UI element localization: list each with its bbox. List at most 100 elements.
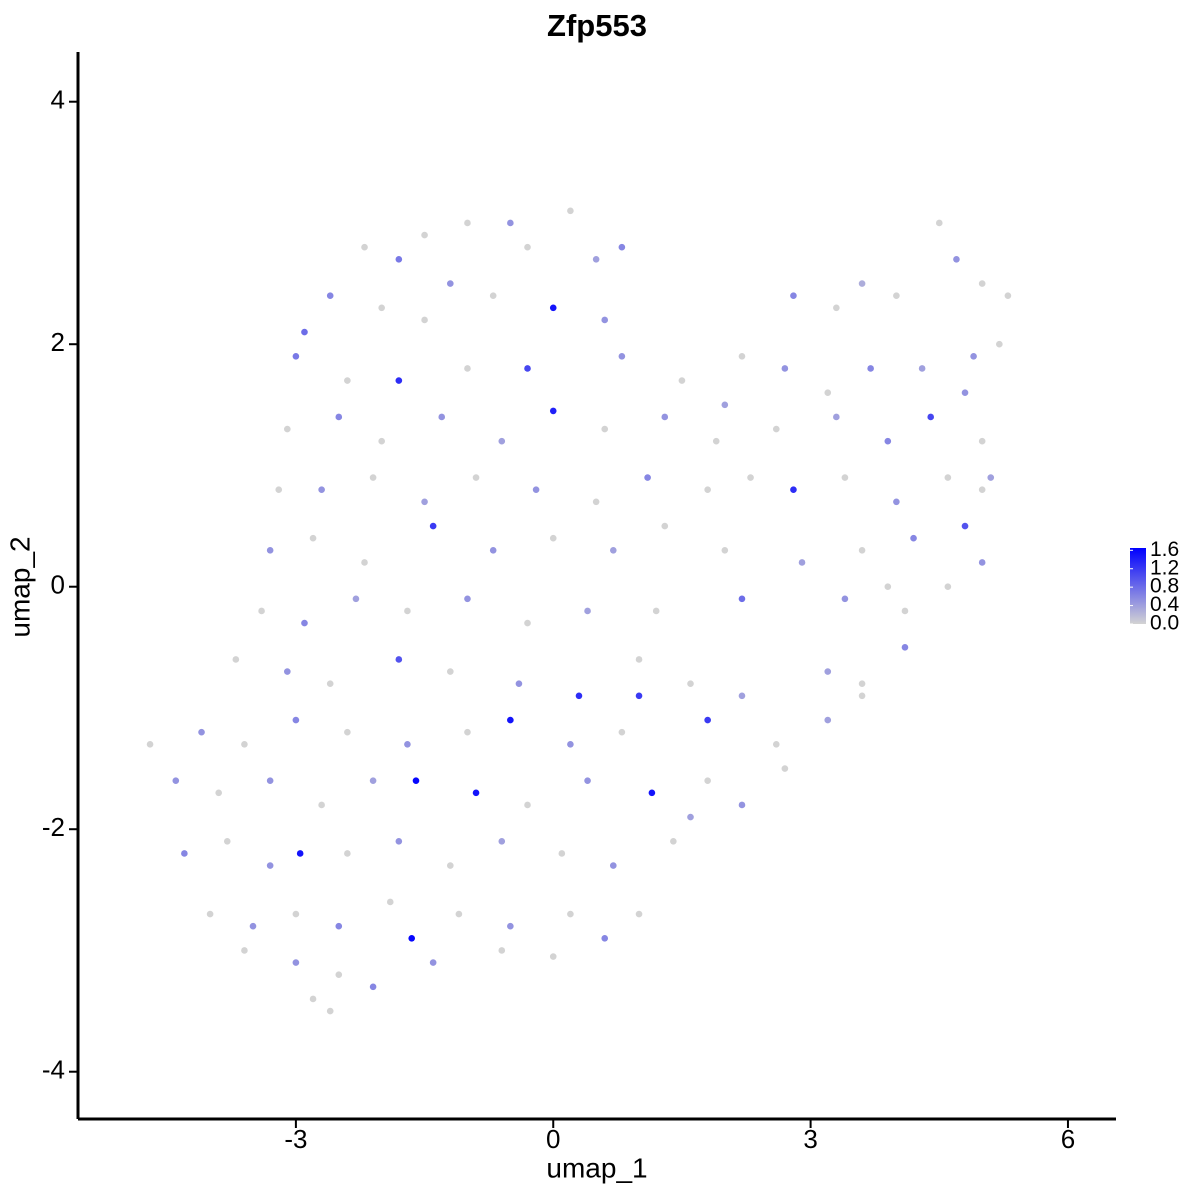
colorbar bbox=[1130, 548, 1146, 624]
point bbox=[146, 741, 154, 748]
point bbox=[408, 935, 416, 942]
point bbox=[858, 280, 866, 287]
point bbox=[361, 559, 368, 566]
point bbox=[404, 741, 411, 748]
point bbox=[635, 656, 643, 663]
point bbox=[841, 474, 849, 481]
point bbox=[549, 407, 557, 415]
point bbox=[266, 862, 274, 869]
point bbox=[241, 741, 248, 748]
point bbox=[447, 862, 454, 869]
point bbox=[309, 534, 317, 542]
point bbox=[472, 789, 480, 797]
point bbox=[652, 607, 660, 615]
point bbox=[978, 559, 986, 566]
point bbox=[335, 413, 343, 421]
point bbox=[284, 425, 291, 433]
x-tick-label: 3 bbox=[803, 1124, 817, 1154]
point bbox=[592, 498, 600, 506]
point bbox=[824, 716, 832, 724]
point bbox=[635, 692, 643, 700]
x-axis-label: umap_1 bbox=[546, 1152, 647, 1183]
point bbox=[549, 953, 557, 960]
point bbox=[575, 692, 583, 700]
point bbox=[344, 377, 351, 384]
point bbox=[326, 292, 334, 300]
point bbox=[833, 304, 840, 312]
point bbox=[223, 838, 231, 845]
point bbox=[369, 777, 377, 785]
point bbox=[618, 353, 626, 360]
y-tick-label: -4 bbox=[42, 1055, 65, 1085]
point bbox=[249, 922, 257, 930]
point bbox=[215, 789, 222, 797]
point bbox=[378, 437, 385, 445]
point bbox=[421, 231, 428, 239]
point bbox=[301, 328, 308, 336]
point bbox=[549, 304, 557, 312]
point bbox=[498, 437, 506, 445]
point bbox=[970, 353, 977, 360]
point bbox=[284, 668, 291, 675]
point bbox=[464, 595, 471, 603]
point bbox=[833, 413, 840, 421]
point bbox=[824, 389, 832, 397]
point bbox=[266, 547, 274, 554]
point bbox=[953, 256, 960, 263]
point bbox=[404, 607, 411, 615]
point bbox=[447, 668, 454, 675]
point bbox=[172, 777, 180, 785]
colorbar-tick-label: 0.0 bbox=[1150, 612, 1179, 635]
point bbox=[335, 922, 343, 930]
point bbox=[918, 365, 926, 372]
point bbox=[884, 583, 892, 591]
point bbox=[704, 716, 711, 724]
point bbox=[1004, 292, 1012, 300]
point bbox=[515, 680, 523, 688]
point bbox=[584, 607, 591, 615]
point bbox=[609, 547, 617, 554]
point bbox=[301, 619, 308, 627]
point bbox=[644, 474, 651, 481]
point bbox=[335, 971, 343, 979]
point bbox=[567, 741, 574, 748]
y-tick-label: -2 bbox=[42, 812, 65, 842]
point bbox=[292, 910, 300, 918]
point bbox=[858, 680, 866, 688]
point bbox=[524, 619, 531, 627]
point bbox=[858, 547, 866, 554]
point bbox=[464, 365, 471, 372]
point bbox=[275, 486, 283, 494]
point bbox=[395, 656, 403, 663]
colorbar-tick-label: 0.8 bbox=[1150, 575, 1179, 598]
point bbox=[704, 486, 711, 494]
colorbar-tick-label: 1.6 bbox=[1150, 538, 1179, 561]
point bbox=[318, 801, 325, 809]
point bbox=[704, 777, 711, 785]
x-tick-label: -3 bbox=[284, 1124, 307, 1154]
point bbox=[296, 850, 304, 857]
point bbox=[532, 486, 540, 494]
point bbox=[292, 716, 300, 724]
point bbox=[927, 413, 935, 421]
point bbox=[395, 377, 403, 384]
point bbox=[884, 437, 892, 445]
point bbox=[987, 474, 995, 481]
point bbox=[648, 789, 656, 797]
point bbox=[438, 413, 446, 421]
point bbox=[738, 801, 746, 809]
point bbox=[498, 947, 506, 954]
point bbox=[781, 365, 789, 372]
point bbox=[318, 486, 325, 494]
point bbox=[961, 389, 969, 397]
point bbox=[772, 741, 780, 748]
point bbox=[524, 801, 531, 809]
point bbox=[738, 692, 746, 700]
point bbox=[712, 437, 720, 445]
point bbox=[352, 595, 360, 603]
point bbox=[601, 425, 609, 433]
point bbox=[781, 765, 789, 772]
point bbox=[507, 922, 514, 930]
point bbox=[326, 1007, 334, 1015]
point bbox=[747, 474, 754, 481]
